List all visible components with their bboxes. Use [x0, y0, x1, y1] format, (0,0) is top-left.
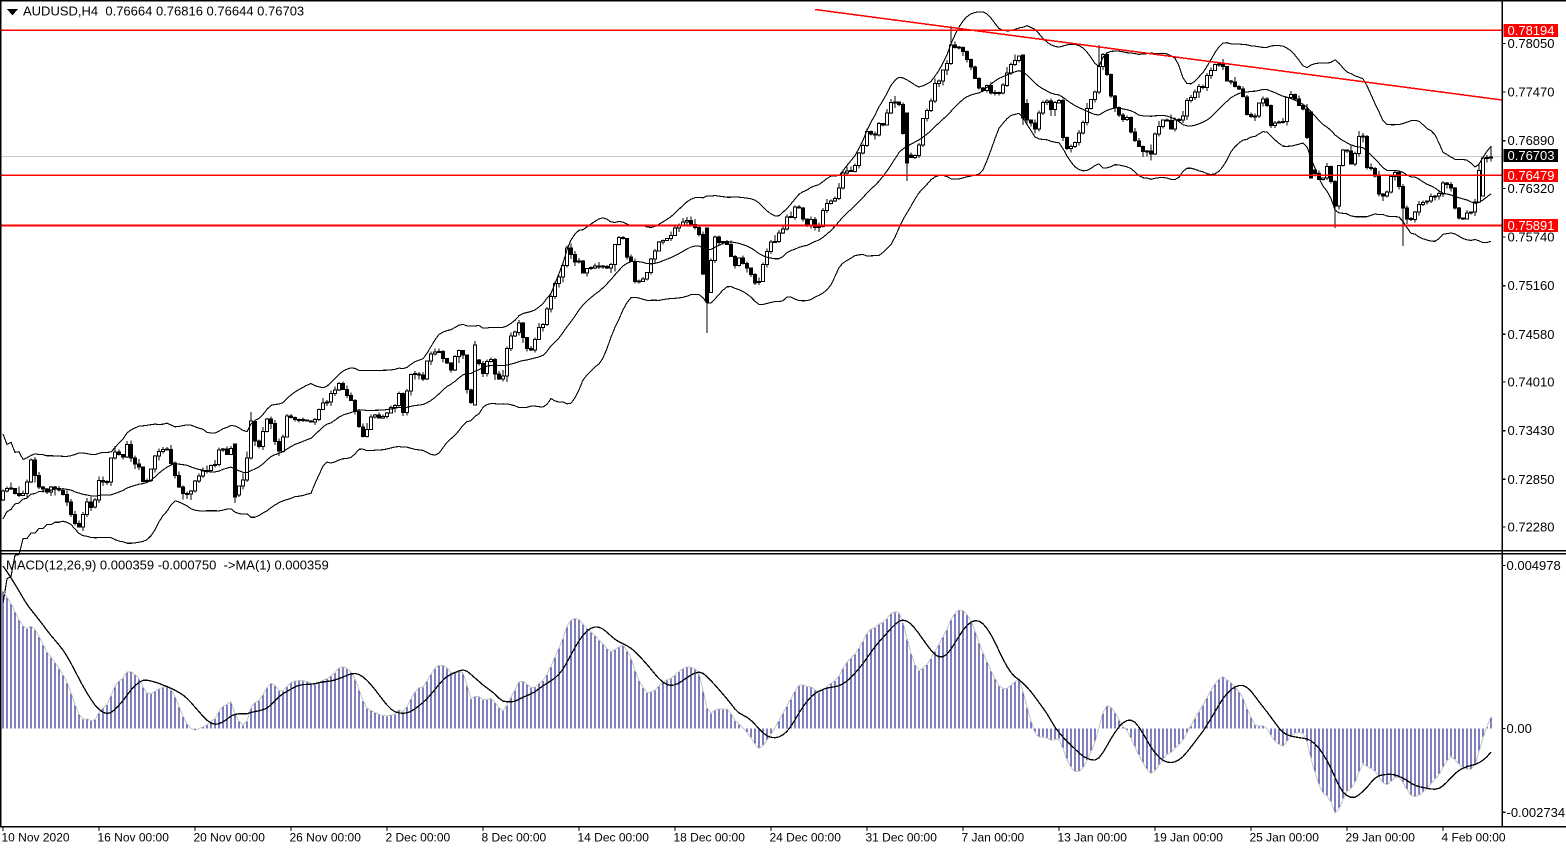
svg-text:0.74010: 0.74010 [1508, 375, 1555, 390]
svg-text:0.78194: 0.78194 [1508, 23, 1555, 38]
svg-text:29 Jan 00:00: 29 Jan 00:00 [1346, 831, 1416, 845]
svg-text:AUDUSD,H4 0.76664 0.76816 0.7: AUDUSD,H4 0.76664 0.76816 0.76644 0.7670… [23, 4, 304, 19]
svg-text:25 Jan 00:00: 25 Jan 00:00 [1250, 831, 1320, 845]
svg-text:13 Jan 00:00: 13 Jan 00:00 [1058, 831, 1128, 845]
svg-text:8 Dec 00:00: 8 Dec 00:00 [482, 831, 547, 845]
svg-text:0.004978: 0.004978 [1507, 558, 1561, 573]
svg-text:0.74580: 0.74580 [1508, 327, 1555, 342]
svg-text:MACD(12,26,9) 0.000359 -0.0007: MACD(12,26,9) 0.000359 -0.000750 ->MA(1)… [6, 558, 329, 573]
svg-text:0.77470: 0.77470 [1508, 85, 1555, 100]
svg-text:0.73430: 0.73430 [1508, 423, 1555, 438]
svg-text:4 Feb 00:00: 4 Feb 00:00 [1442, 831, 1506, 845]
svg-text:0.76479: 0.76479 [1508, 168, 1555, 183]
svg-text:14 Dec 00:00: 14 Dec 00:00 [578, 831, 650, 845]
svg-text:0.75160: 0.75160 [1508, 278, 1555, 293]
svg-text:16 Nov 00:00: 16 Nov 00:00 [98, 831, 170, 845]
svg-text:0.75740: 0.75740 [1508, 230, 1555, 245]
svg-text:0.76890: 0.76890 [1508, 133, 1555, 148]
svg-text:19 Jan 00:00: 19 Jan 00:00 [1154, 831, 1224, 845]
svg-text:0.00: 0.00 [1507, 721, 1532, 736]
svg-text:7 Jan 00:00: 7 Jan 00:00 [962, 831, 1025, 845]
svg-text:26 Nov 00:00: 26 Nov 00:00 [290, 831, 362, 845]
svg-text:0.72850: 0.72850 [1508, 472, 1555, 487]
svg-text:-0.002734: -0.002734 [1507, 805, 1566, 820]
svg-text:0.72280: 0.72280 [1508, 520, 1555, 535]
svg-text:20 Nov 00:00: 20 Nov 00:00 [194, 831, 266, 845]
svg-text:2 Dec 00:00: 2 Dec 00:00 [386, 831, 451, 845]
svg-text:10 Nov 2020: 10 Nov 2020 [2, 831, 70, 845]
svg-text:24 Dec 00:00: 24 Dec 00:00 [770, 831, 842, 845]
svg-text:18 Dec 00:00: 18 Dec 00:00 [674, 831, 746, 845]
svg-text:0.76703: 0.76703 [1508, 148, 1555, 163]
svg-text:0.78050: 0.78050 [1508, 36, 1555, 51]
svg-text:0.76320: 0.76320 [1508, 181, 1555, 196]
svg-text:0.75891: 0.75891 [1508, 218, 1555, 233]
svg-text:31 Dec 00:00: 31 Dec 00:00 [866, 831, 938, 845]
